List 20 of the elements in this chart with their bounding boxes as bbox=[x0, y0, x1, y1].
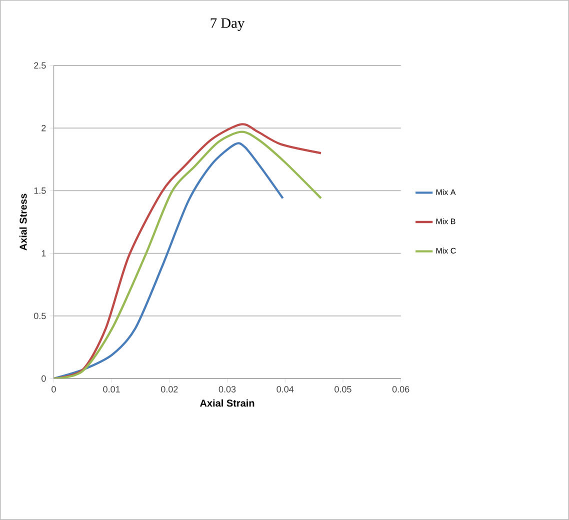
x-tick-label: 0 bbox=[52, 386, 56, 392]
legend-label: Mix A bbox=[436, 189, 456, 195]
x-tick-label: 0.05 bbox=[334, 386, 352, 392]
y-tick-label: 0 bbox=[42, 375, 46, 382]
legend-label: Mix B bbox=[436, 218, 456, 224]
x-tick-label: 0.02 bbox=[160, 386, 178, 392]
x-tick-label: 0.03 bbox=[218, 386, 236, 392]
x-axis-title: Axial Strain bbox=[200, 399, 254, 407]
x-tick-label: 0.01 bbox=[103, 386, 120, 392]
y-axis-title: Axial Stress bbox=[19, 194, 27, 250]
y-tick-label: 2 bbox=[42, 124, 46, 132]
y-tick-label: 1 bbox=[42, 250, 46, 256]
legend-label: Mix C bbox=[436, 248, 456, 254]
chart-title: 7 Day bbox=[210, 18, 245, 31]
x-tick-label: 0.04 bbox=[276, 386, 294, 392]
x-tick-label: 0.06 bbox=[392, 386, 410, 392]
y-tick-label: 2.5 bbox=[34, 62, 46, 69]
y-tick-label: 1.5 bbox=[34, 188, 46, 194]
line-series bbox=[54, 142, 284, 379]
y-tick-label: 0.5 bbox=[34, 312, 46, 320]
